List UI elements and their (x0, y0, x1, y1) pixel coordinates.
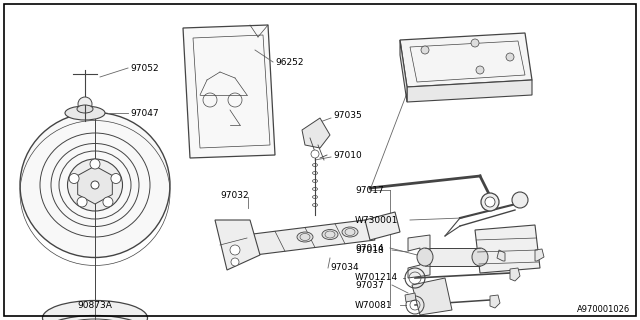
Circle shape (481, 193, 499, 211)
Text: 97035: 97035 (333, 110, 362, 119)
Polygon shape (365, 212, 400, 240)
Circle shape (485, 197, 495, 207)
Polygon shape (400, 40, 407, 102)
Polygon shape (412, 278, 452, 315)
Polygon shape (302, 118, 330, 148)
Circle shape (506, 53, 514, 61)
Polygon shape (475, 225, 540, 273)
Circle shape (311, 150, 319, 158)
Polygon shape (490, 295, 500, 308)
Circle shape (230, 245, 240, 255)
Circle shape (78, 97, 92, 111)
Ellipse shape (20, 113, 170, 258)
Text: 97014: 97014 (355, 244, 383, 252)
Ellipse shape (322, 229, 338, 239)
Text: 97037: 97037 (355, 281, 384, 290)
Circle shape (111, 173, 121, 183)
Bar (425, 248, 480, 266)
Polygon shape (510, 268, 520, 281)
Circle shape (421, 46, 429, 54)
Ellipse shape (42, 300, 147, 320)
Polygon shape (408, 235, 430, 278)
Text: W70081: W70081 (355, 300, 392, 309)
Polygon shape (183, 25, 275, 158)
Polygon shape (497, 250, 505, 261)
Ellipse shape (65, 106, 105, 120)
Ellipse shape (297, 232, 313, 242)
Polygon shape (77, 166, 113, 204)
Polygon shape (245, 220, 375, 255)
Ellipse shape (67, 159, 122, 211)
Text: 96252: 96252 (275, 58, 303, 67)
Polygon shape (400, 33, 532, 87)
Ellipse shape (55, 319, 135, 320)
Text: 97032: 97032 (220, 190, 248, 199)
Text: 97017: 97017 (355, 186, 384, 195)
Circle shape (512, 192, 528, 208)
Circle shape (77, 197, 87, 207)
Circle shape (471, 39, 479, 47)
Polygon shape (405, 293, 416, 302)
Text: 97047: 97047 (130, 108, 159, 117)
Text: 97010: 97010 (333, 150, 362, 159)
Text: 97018: 97018 (355, 245, 384, 254)
Ellipse shape (342, 227, 358, 237)
Circle shape (476, 66, 484, 74)
Ellipse shape (42, 316, 147, 320)
Circle shape (103, 197, 113, 207)
Text: W701214: W701214 (355, 274, 398, 283)
Circle shape (231, 258, 239, 266)
Circle shape (90, 159, 100, 169)
Polygon shape (535, 249, 544, 261)
Polygon shape (407, 80, 532, 102)
Circle shape (69, 173, 79, 183)
Text: 90873A: 90873A (77, 301, 113, 310)
Text: A970001026: A970001026 (577, 305, 630, 314)
Ellipse shape (417, 248, 433, 266)
Ellipse shape (77, 105, 93, 113)
Text: 97034: 97034 (330, 263, 358, 273)
Ellipse shape (472, 248, 488, 266)
Text: W730001: W730001 (355, 215, 398, 225)
Polygon shape (215, 220, 260, 270)
Circle shape (91, 181, 99, 189)
Text: 97052: 97052 (130, 63, 159, 73)
